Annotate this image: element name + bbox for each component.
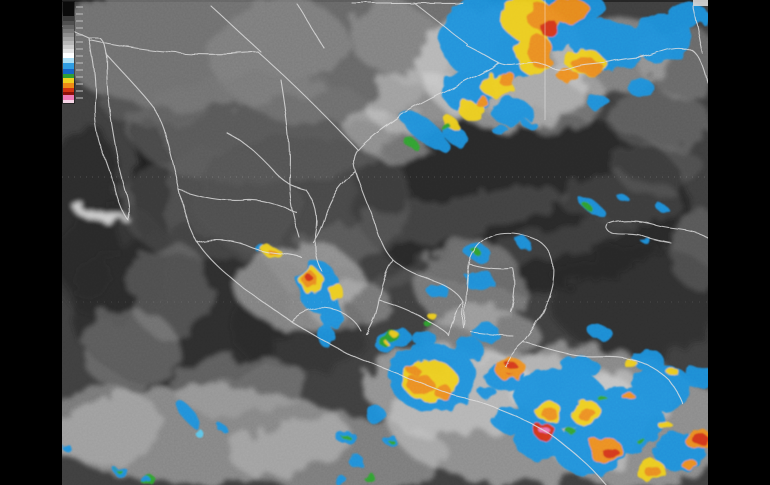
colorbar-segment bbox=[63, 83, 74, 88]
colorbar-segment bbox=[63, 58, 74, 63]
film-grain-overlay bbox=[62, 0, 708, 485]
letterbox-left bbox=[0, 0, 62, 485]
colorbar-segment bbox=[63, 92, 74, 95]
colorbar-segment bbox=[63, 37, 74, 41]
colorbar-segment bbox=[63, 69, 74, 74]
colorbar-segment bbox=[63, 41, 74, 45]
colorbar-segment bbox=[63, 53, 74, 58]
colorbar-segment bbox=[63, 100, 74, 103]
colorbar-segment bbox=[63, 21, 74, 25]
colorbar-segment bbox=[63, 95, 74, 100]
corner-logo-fragment bbox=[693, 0, 708, 6]
color-scale-tick-marks bbox=[76, 6, 83, 100]
colorbar-segment bbox=[63, 88, 74, 92]
colorbar-segment bbox=[63, 63, 74, 69]
colorbar-segment bbox=[63, 2, 74, 16]
colorbar-segment bbox=[63, 74, 74, 78]
colorbar-segment bbox=[63, 49, 74, 53]
colorbar-segment bbox=[63, 78, 74, 83]
colorbar-segment bbox=[63, 25, 74, 29]
temperature-color-scale bbox=[63, 2, 74, 103]
colorbar-segment bbox=[63, 16, 74, 21]
colorbar-segment bbox=[63, 33, 74, 37]
colorbar-segment bbox=[63, 29, 74, 33]
colorbar-segment bbox=[63, 45, 74, 49]
letterbox-right bbox=[708, 0, 770, 485]
